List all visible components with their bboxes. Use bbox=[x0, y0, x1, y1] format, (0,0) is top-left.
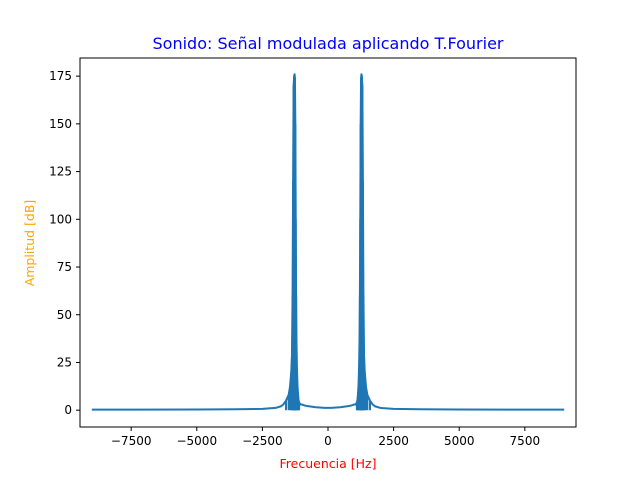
y-tick-label: 175 bbox=[49, 69, 72, 83]
x-tick-label: −7500 bbox=[111, 434, 152, 448]
y-tick-label: 0 bbox=[64, 403, 72, 417]
y-tick-label: 50 bbox=[57, 308, 72, 322]
x-tick-label: −2500 bbox=[242, 434, 283, 448]
chart-title: Sonido: Señal modulada aplicando T.Fouri… bbox=[153, 34, 504, 53]
x-tick-label: 5000 bbox=[444, 434, 475, 448]
x-axis-label: Frecuencia [Hz] bbox=[280, 456, 377, 471]
y-tick-label: 75 bbox=[57, 260, 72, 274]
y-tick-label: 25 bbox=[57, 355, 72, 369]
y-tick-label: 150 bbox=[49, 117, 72, 131]
x-tick-label: 0 bbox=[324, 434, 332, 448]
y-ticks: 0 25 50 75 100 125 150 175 bbox=[49, 69, 80, 417]
series-layer bbox=[91, 73, 565, 411]
x-tick-label: −5000 bbox=[176, 434, 217, 448]
y-tick-label: 125 bbox=[49, 165, 72, 179]
x-tick-label: 7500 bbox=[510, 434, 541, 448]
x-tick-label: 2500 bbox=[378, 434, 409, 448]
plot-area bbox=[80, 58, 576, 427]
y-axis-label: Amplitud [dB] bbox=[22, 200, 37, 287]
y-tick-label: 100 bbox=[49, 212, 72, 226]
x-ticks: −7500 −5000 −2500 0 2500 5000 7500 bbox=[111, 427, 540, 448]
